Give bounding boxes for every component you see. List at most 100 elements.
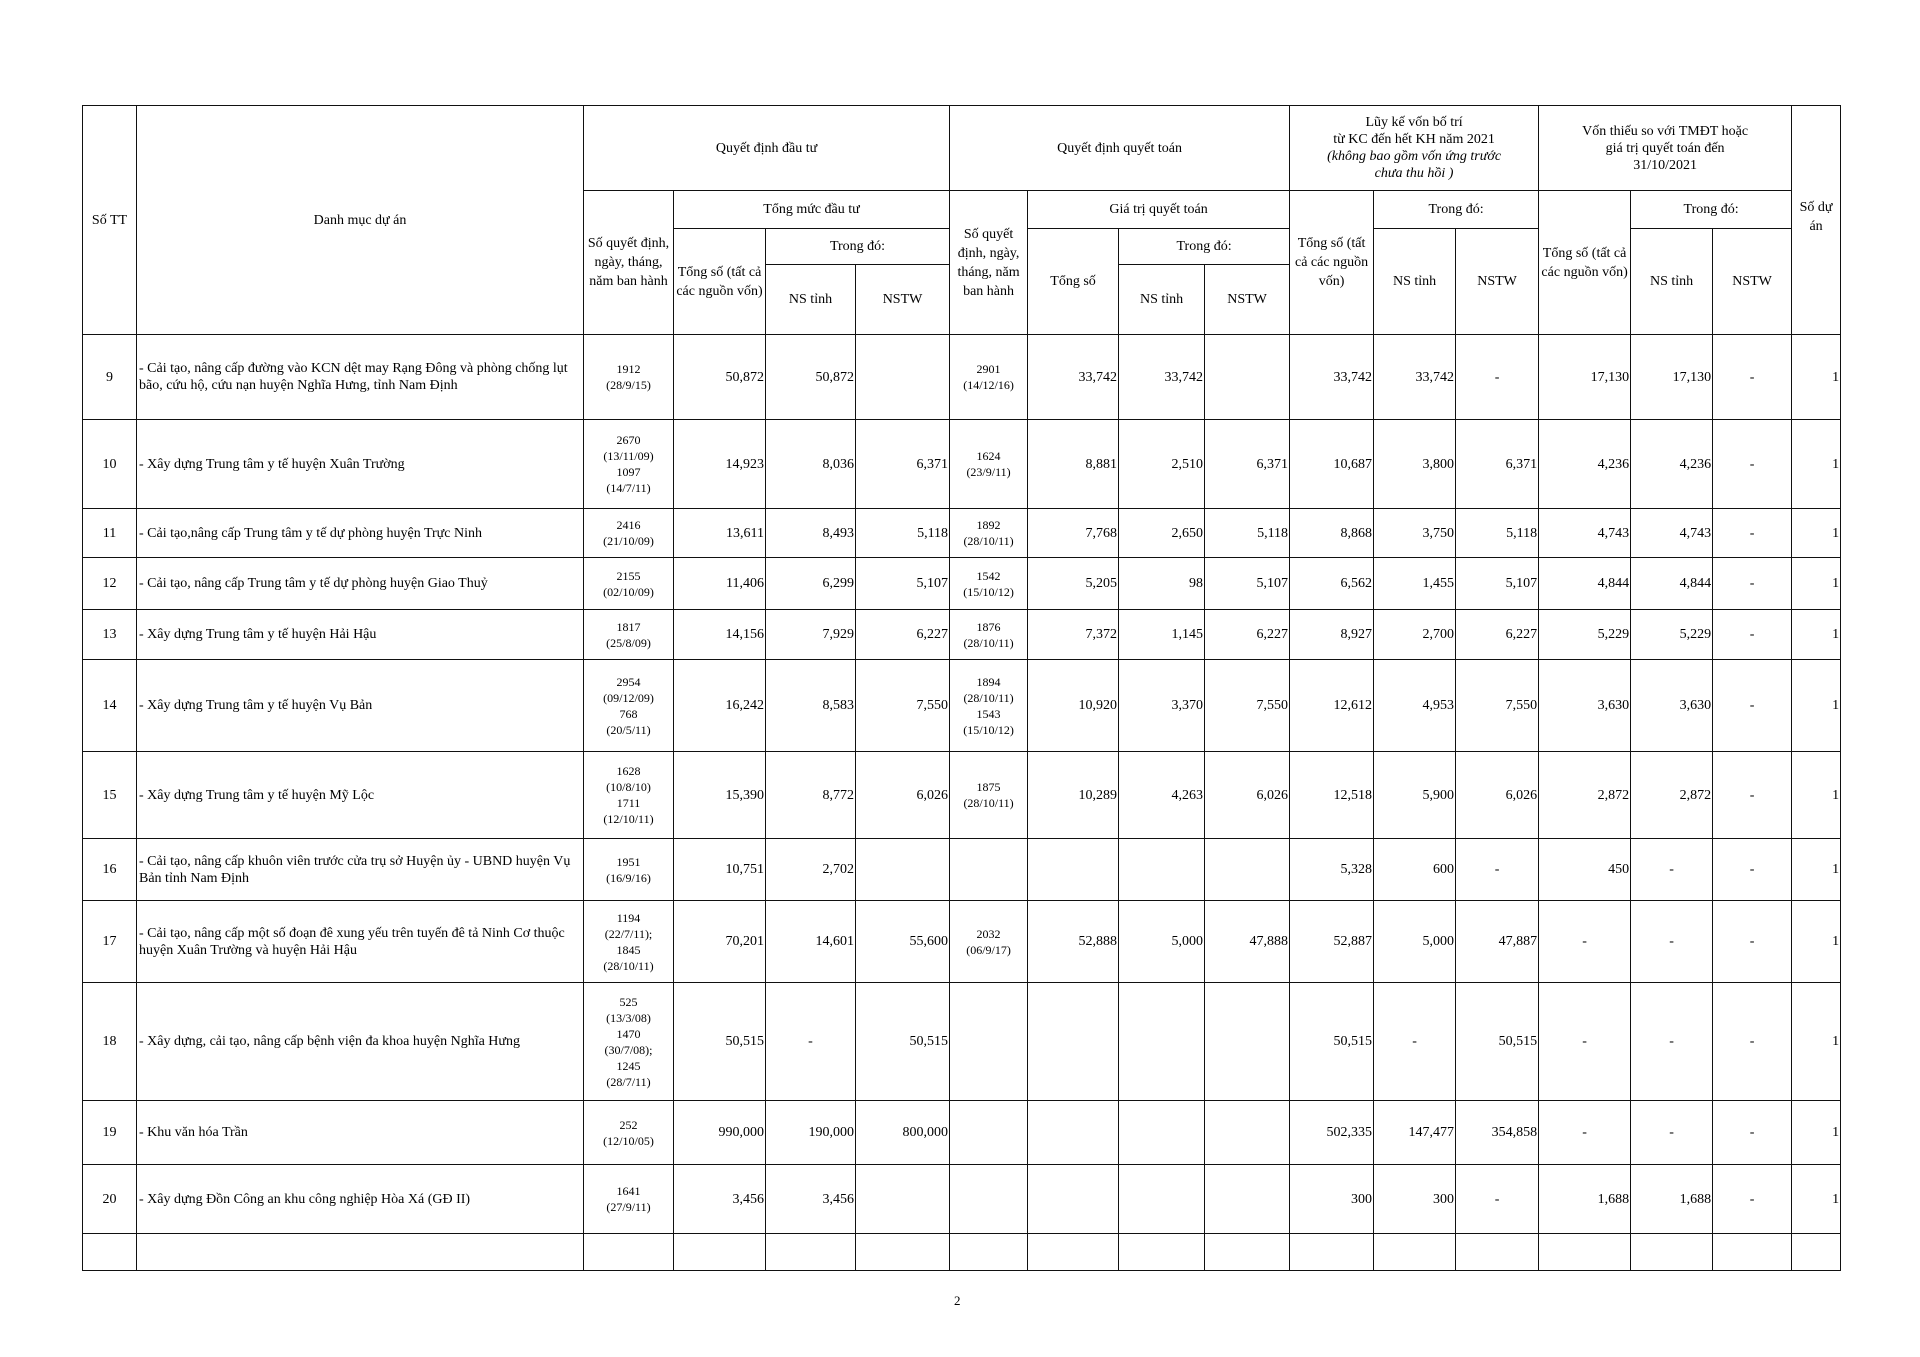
cell-vt-nstw: -: [1712, 1100, 1793, 1165]
cell-lk-total: 300: [1289, 1164, 1375, 1234]
cell-vt-total: -: [1538, 900, 1632, 983]
empty-cell: [854, 1233, 951, 1271]
cell-so-du-an: 1: [1791, 900, 1842, 983]
cell-vt-total: 4,236: [1538, 419, 1632, 509]
cell-qt-ns: 1,145: [1118, 609, 1206, 660]
header-vt-nstw: NSTW: [1712, 228, 1793, 335]
header-dt-decision-no: Số quyết định, ngày, tháng, năm ban hành: [583, 190, 674, 335]
cell-qd-qt: 2032 (06/9/17): [949, 900, 1029, 983]
cell-qd-qt: [949, 1100, 1029, 1165]
cell-dt-nstw: 7,550: [854, 659, 951, 752]
empty-cell: [1204, 1233, 1291, 1271]
cell-name: - Xây dựng, cải tạo, nâng cấp bệnh viện …: [136, 982, 584, 1101]
cell-dt-ns: 8,036: [765, 419, 856, 509]
cell-qt-ns: [1118, 1100, 1206, 1165]
cell-qt-ns: [1118, 982, 1206, 1101]
cell-dt-total: 16,242: [673, 659, 766, 752]
table-row: 10- Xây dựng Trung tâm y tế huyện Xuân T…: [82, 419, 1842, 509]
header-qt-decision-no: Số quyết định, ngày, tháng, năm ban hành: [949, 190, 1029, 335]
cell-qd-dt: 1951 (16/9/16): [583, 838, 674, 901]
cell-dt-ns: 8,583: [765, 659, 856, 752]
cell-dt-total: 11,406: [673, 557, 766, 610]
cell-vt-nstw: -: [1712, 982, 1793, 1101]
cell-lk-total: 33,742: [1289, 334, 1375, 420]
cell-qt-nstw: 5,118: [1204, 508, 1291, 558]
cell-qt-nstw: 47,888: [1204, 900, 1291, 983]
cell-stt: 14: [82, 659, 137, 752]
cell-qt-total: [1027, 838, 1120, 901]
cell-dt-nstw: 6,227: [854, 609, 951, 660]
cell-so-du-an: 1: [1791, 659, 1842, 752]
cell-stt: 19: [82, 1100, 137, 1165]
cell-lk-total: 8,868: [1289, 508, 1375, 558]
cell-lk-nstw: 354,858: [1455, 1100, 1540, 1165]
cell-qt-nstw: 6,227: [1204, 609, 1291, 660]
cell-qd-qt: 1542 (15/10/12): [949, 557, 1029, 610]
header-accumulated-line2: từ KC đến hết KH năm 2021: [1333, 132, 1495, 147]
cell-qt-nstw: 5,107: [1204, 557, 1291, 610]
cell-qd-dt: 252 (12/10/05): [583, 1100, 674, 1165]
cell-qt-total: [1027, 1164, 1120, 1234]
cell-qd-qt: 1876 (28/10/11): [949, 609, 1029, 660]
cell-qd-dt: 1817 (25/8/09): [583, 609, 674, 660]
header-accumulated-note: (không bao gồm vốn ứng trước chưa thu hồ…: [1327, 149, 1502, 181]
cell-vt-ns: 4,236: [1630, 419, 1714, 509]
cell-lk-ns: 5,000: [1373, 900, 1457, 983]
empty-cell: [1455, 1233, 1540, 1271]
cell-vt-nstw: -: [1712, 838, 1793, 901]
cell-qd-qt: 1624 (23/9/11): [949, 419, 1029, 509]
cell-lk-ns: 600: [1373, 838, 1457, 901]
header-investment-decision: Quyết định đầu tư: [582, 105, 951, 191]
cell-name: - Xây dựng Trung tâm y tế huyện Mỹ Lộc: [136, 751, 584, 839]
empty-cell: [1538, 1233, 1632, 1271]
cell-name: - Cải tạo,nâng cấp Trung tâm y tế dự phò…: [136, 508, 584, 558]
cell-lk-nstw: 5,118: [1455, 508, 1540, 558]
cell-qd-qt: 2901 (14/12/16): [949, 334, 1029, 420]
header-lk-total: Tổng số (tất cả các nguồn vốn): [1289, 190, 1375, 335]
table-row: 11- Cải tạo,nâng cấp Trung tâm y tế dự p…: [82, 508, 1842, 558]
header-total-investment: Tổng mức đầu tư: [672, 190, 951, 229]
cell-name: - Cải tạo, nâng cấp Trung tâm y tế dự ph…: [136, 557, 584, 610]
cell-lk-nstw: -: [1455, 838, 1540, 901]
cell-so-du-an: 1: [1791, 751, 1842, 839]
cell-lk-nstw: 6,026: [1455, 751, 1540, 839]
cell-name: - Cải tạo, nâng cấp một số đoạn đê xung …: [136, 900, 584, 983]
cell-dt-ns: 14,601: [765, 900, 856, 983]
cell-qd-qt: 1894 (28/10/11) 1543 (15/10/12): [949, 659, 1029, 752]
header-vt-of-which: Trong đó:: [1630, 190, 1793, 229]
cell-lk-total: 50,515: [1289, 982, 1375, 1101]
cell-dt-ns: 3,456: [765, 1164, 856, 1234]
cell-dt-total: 990,000: [673, 1100, 766, 1165]
empty-cell: [1373, 1233, 1457, 1271]
table-row: 9 - Cải tạo, nâng cấp đường vào KCN dệt …: [82, 334, 1842, 420]
cell-vt-nstw: -: [1712, 659, 1793, 752]
cell-qt-total: [1027, 1100, 1120, 1165]
cell-vt-nstw: -: [1712, 419, 1793, 509]
table-row: 18 - Xây dựng, cải tạo, nâng cấp bệnh vi…: [82, 982, 1842, 1101]
cell-qt-nstw: [1204, 982, 1291, 1101]
table-row: 13- Xây dựng Trung tâm y tế huyện Hải Hậ…: [82, 609, 1842, 660]
empty-cell: [949, 1233, 1029, 1271]
cell-qt-ns: 3,370: [1118, 659, 1206, 752]
cell-vt-total: 450: [1538, 838, 1632, 901]
cell-lk-ns: 3,750: [1373, 508, 1457, 558]
cell-qd-dt: 525 (13/3/08) 1470 (30/7/08); 1245 (28/7…: [583, 982, 674, 1101]
cell-stt: 10: [82, 419, 137, 509]
cell-vt-ns: 17,130: [1630, 334, 1714, 420]
cell-qt-ns: 98: [1118, 557, 1206, 610]
cell-qt-total: 7,372: [1027, 609, 1120, 660]
header-vt-total: Tổng số (tất cả các nguồn vốn): [1538, 190, 1632, 335]
header-project-name: Danh mục dự án: [136, 105, 584, 335]
cell-qd-qt: 1892 (28/10/11): [949, 508, 1029, 558]
cell-dt-ns: 8,493: [765, 508, 856, 558]
header-lk-of-which: Trong đó:: [1373, 190, 1540, 229]
cell-lk-ns: 33,742: [1373, 334, 1457, 420]
header-lk-nstw: NSTW: [1455, 228, 1540, 335]
cell-dt-total: 15,390: [673, 751, 766, 839]
cell-lk-ns: 5,900: [1373, 751, 1457, 839]
cell-dt-ns: 2,702: [765, 838, 856, 901]
cell-so-du-an: 1: [1791, 419, 1842, 509]
cell-lk-ns: 1,455: [1373, 557, 1457, 610]
cell-vt-nstw: -: [1712, 751, 1793, 839]
cell-vt-total: 3,630: [1538, 659, 1632, 752]
